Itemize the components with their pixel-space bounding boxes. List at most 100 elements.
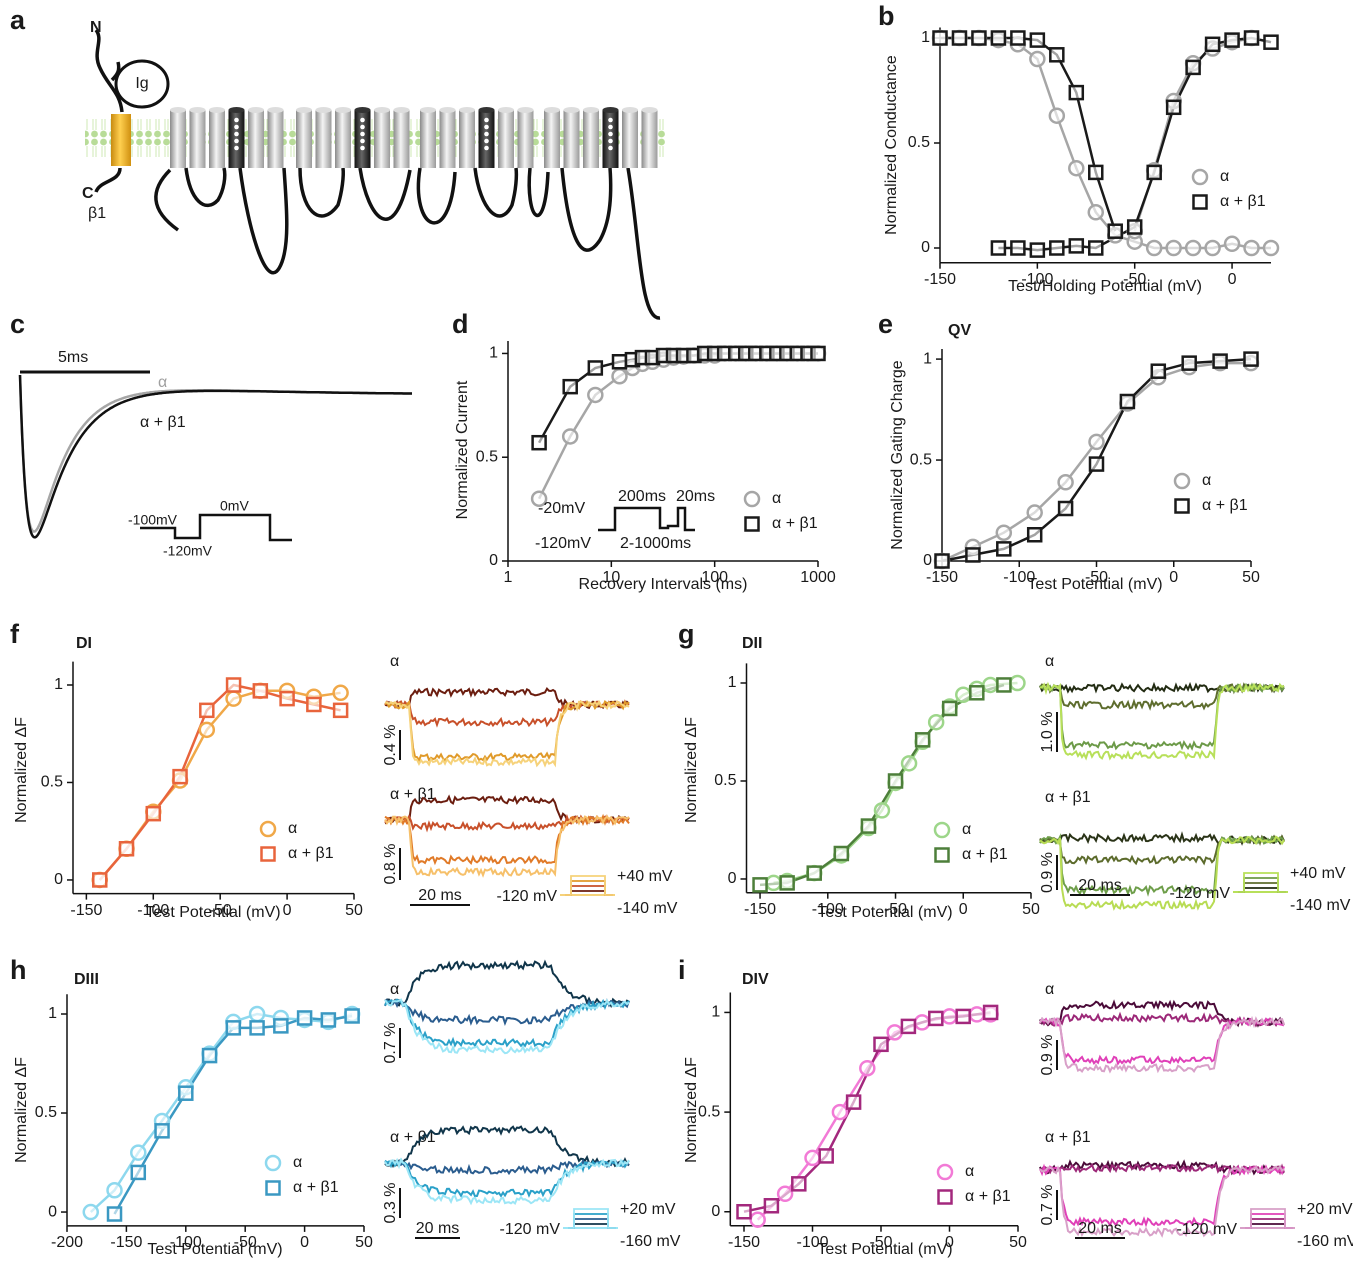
x-tick-label: -200 [51,1234,83,1251]
x-tick-label: 0 [300,1234,309,1251]
data-point [334,686,348,700]
charge [608,139,613,144]
helix-cap [209,107,225,113]
charge [484,132,489,137]
data-point [1010,676,1024,690]
chart-title: DIV [742,971,769,988]
chart: 00.51-200-150-100-50050Test Potential (m… [13,962,681,1259]
data-point [1152,365,1165,378]
current-trace [20,375,412,532]
helix-cap [544,107,560,113]
x-axis-label: Test Potential (mV) [817,1241,952,1258]
helix [518,110,534,168]
amplitude-scale-label: 0.9 % [1039,1035,1056,1076]
helix-cap [518,107,534,113]
helix [583,110,599,168]
data-point [992,32,1005,45]
fit-line [539,354,818,443]
data-point [1167,101,1180,114]
x-tick-label: 0 [1228,271,1237,288]
data-point [200,723,214,737]
y-tick-label: 0.5 [41,774,63,791]
charge [608,132,613,137]
helix-cap [296,107,312,113]
y-axis-label: Normalized Current [454,380,471,519]
data-point [970,1007,984,1021]
data-point [767,876,781,890]
protocol-label: -160 mV [1297,1233,1353,1250]
data-point [227,692,241,706]
data-point [1186,241,1200,255]
legend-label: α [965,1163,974,1180]
legend-marker [936,849,949,862]
helix [374,110,390,168]
data-point [997,526,1011,540]
protocol-label: 200ms [618,488,666,505]
y-tick-label: 0 [728,870,737,887]
data-point [613,369,627,383]
protocol-label: +20 mV [620,1201,676,1218]
data-point [254,684,267,697]
protocol-label: 20ms [676,488,715,505]
data-point [322,1013,335,1026]
x-tick-label: 1 [504,569,513,586]
data-point [281,692,294,705]
x-tick-label: 0 [283,902,292,919]
data-point [751,1213,765,1227]
data-point [1028,528,1041,541]
x-tick-label: -150 [926,569,958,586]
legend-marker [938,1165,952,1179]
data-point [1225,237,1239,251]
legend-marker [267,1182,280,1195]
helix [498,110,514,168]
chart: 00.51-150-100-50050Test Potential (mV)No… [683,971,1353,1258]
chart: 00.51-150-100-50050Test Potential (mV)No… [889,322,1260,593]
data-point [1109,225,1122,238]
fit-line [940,38,1115,231]
helix [642,110,658,168]
trace-label: α [158,374,167,391]
data-point [1031,34,1044,47]
legend-label: α + β1 [288,845,334,862]
panel-label: b [878,1,895,31]
y-tick-label: 0 [921,239,930,256]
y-tick-label: 0.5 [476,448,498,465]
helix-cap [459,107,475,113]
y-tick-label: 0 [711,1203,720,1220]
data-point [1070,239,1083,252]
data-point [250,1007,264,1021]
helix-cap [603,107,619,113]
time-scale-label: 20 ms [1078,1220,1122,1237]
data-point [956,688,970,702]
legend-label: α [293,1154,302,1171]
data-point [227,678,240,691]
data-point [754,878,767,891]
y-tick-label: 0.5 [35,1104,57,1121]
helix-cap [268,107,284,113]
data-point [174,770,187,783]
chart: 00.51-150-100-50050Test Potential (mV)No… [683,635,1351,921]
x-tick-label: -150 [744,901,776,918]
helix-cap [335,107,351,113]
y-tick-label: 0.5 [908,134,930,151]
data-point [1089,166,1102,179]
helix [622,110,638,168]
data-point [1090,458,1103,471]
helix-cap [642,107,658,113]
helix [420,110,436,168]
protocol-label: -120 mV [1170,885,1231,902]
x-axis-label: Test Potential (mV) [1027,576,1162,593]
time-scale-label: 20 ms [1078,877,1122,894]
protocol-label: -140 mV [617,900,678,917]
legend-label: α [1202,472,1211,489]
data-point [564,380,577,393]
helix [190,110,206,168]
data-point [1183,357,1196,370]
data-point [120,842,133,855]
legend-marker [262,848,275,861]
figure: a b c d e f g h i N Ig C β1 5ms α α + β1… [0,0,1353,1278]
data-point [875,803,889,817]
data-point [147,807,160,820]
x-tick-label: 0 [959,901,968,918]
amplitude-scale-label: 0.9 % [1039,852,1056,893]
